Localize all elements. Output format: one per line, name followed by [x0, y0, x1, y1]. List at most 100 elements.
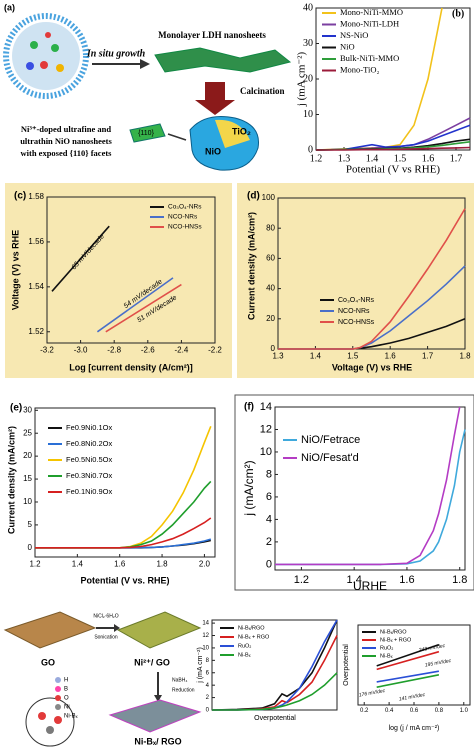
x-tick-label: 1.7 — [422, 351, 434, 360]
x-tick-label: -2.6 — [141, 345, 155, 354]
x-tick-label: 0.8 — [435, 708, 444, 714]
region-label: NiO — [205, 146, 221, 156]
facet-sheet — [129, 123, 166, 143]
y-tick-label: 5 — [28, 520, 33, 529]
panel-label: (d) — [247, 191, 260, 202]
y-axis-label: Current density (mA/cm²) — [246, 212, 256, 320]
arrow-head — [114, 624, 120, 632]
annotation: 195 mV/dec — [424, 658, 452, 669]
down-arrow — [195, 82, 235, 115]
y-axis-label: j (mA cm⁻²) — [296, 52, 308, 108]
y-tick-label: 30 — [23, 405, 32, 414]
x-tick-label: 1.4 — [310, 351, 322, 360]
y-tick-label: 0 — [308, 144, 313, 155]
y-tick-label: 10 — [202, 646, 209, 652]
x-axis-label: Overpotential — [254, 715, 296, 722]
facet-label: {110} — [138, 130, 154, 137]
y-tick-label: 10 — [23, 497, 32, 506]
series-line — [96, 277, 174, 333]
diagram-g: GO Ni²⁺/ GO NiCl₂·6H₂O Sonication NaBH₄ … — [3, 611, 202, 747]
y-tick-label: 100 — [262, 193, 276, 202]
legend-label: Mono-TiO₂ — [340, 64, 380, 74]
y-tick-label: 4 — [266, 513, 272, 525]
legend-label: Fe0.3Ni0.7Ox — [66, 471, 113, 480]
y-tick-label: 6 — [206, 670, 210, 676]
legend-label: Mono-NiTi-MMO — [340, 7, 403, 17]
legend-label: NiO/Fetrace — [301, 434, 360, 446]
legend-label: RuO₂ — [238, 643, 251, 649]
y-tick-label: 20 — [303, 73, 313, 84]
panel-label: (c) — [14, 191, 26, 202]
x-tick-label: -2.8 — [107, 345, 121, 354]
x-axis-label: log (j / mA cm⁻²) — [389, 725, 440, 732]
x-tick-label: 1.6 — [385, 351, 397, 360]
reagent: NaBH₄ — [172, 677, 187, 683]
legend-label: Co₃O₄-NRs — [338, 297, 375, 304]
y-tick-label: 0 — [28, 543, 33, 552]
y-tick-label: 8 — [206, 658, 210, 664]
tio2-region — [215, 119, 250, 148]
x-axis-label: URHE — [353, 579, 387, 593]
y-tick-label: 0 — [206, 708, 210, 714]
series-line — [376, 650, 440, 671]
series-line — [315, 124, 471, 151]
y-tick-label: 14 — [202, 621, 209, 627]
x-axis-label: Log [current density (A/cm²)] — [69, 362, 193, 372]
series-line — [376, 670, 440, 683]
legend-label: Bulk-NiTi-MMO — [340, 53, 399, 63]
legend-label: Ni-Bₓ — [238, 652, 251, 658]
y-tick-label: 1.56 — [28, 237, 44, 246]
plot-frame — [211, 619, 338, 711]
arrow-head — [140, 59, 150, 69]
x-tick-label: 1.6 — [422, 153, 435, 164]
sphere — [3, 13, 89, 99]
product-line: with exposed {110} facets — [21, 148, 113, 158]
reagent: NiCl₂·6H₂O — [93, 613, 118, 619]
x-tick-label: 2.0 — [199, 559, 211, 568]
y-tick-label: 6 — [266, 491, 272, 503]
x-tick-label: 1.4 — [72, 559, 84, 568]
legend-label: Fe0.5Ni0.5Ox — [66, 455, 113, 464]
legend-label: Ni-Bₓ/RGO — [238, 625, 265, 631]
y-axis-label: Overpotential — [343, 644, 350, 686]
x-axis-label: Potential (V vs. RHE) — [80, 575, 169, 585]
y-tick-label: 8 — [266, 468, 272, 480]
legend-label: NiO — [340, 41, 355, 51]
series-line — [278, 208, 466, 350]
legend-label: NCO-HNSs — [168, 224, 202, 231]
series-line — [316, 146, 471, 151]
legend-label: Ni-Bₓ + RGO — [380, 637, 412, 643]
series-line — [35, 517, 212, 549]
series-line — [376, 674, 440, 688]
annotation: 141 mV/dec — [398, 692, 426, 703]
condition: Reduction — [172, 687, 195, 693]
plot-frame — [46, 196, 216, 344]
y-tick-label: 0 — [266, 558, 272, 570]
y-tick-label: 80 — [266, 223, 275, 232]
legend-label: NS-NiO — [340, 30, 368, 40]
series-line — [376, 643, 440, 667]
y-tick-label: 2 — [206, 695, 210, 701]
x-tick-label: 1.0 — [460, 708, 469, 714]
y-tick-label: 4 — [206, 683, 210, 689]
legend-label: Mono-NiTi-LDH — [340, 18, 399, 28]
y-tick-label: 30 — [303, 38, 313, 49]
x-axis-label: Potential (V vs RHE) — [346, 164, 441, 176]
x-tick-label: 0.4 — [385, 708, 394, 714]
y-tick-label: 1.54 — [28, 282, 44, 291]
y-tick-label: 0 — [271, 344, 276, 353]
series-line — [51, 225, 110, 292]
x-tick-label: 1.5 — [347, 351, 359, 360]
legend-label: RuO₂ — [380, 645, 393, 651]
y-tick-label: 1.52 — [28, 327, 44, 336]
ni-go-sheet — [116, 611, 202, 649]
atom-label: Ni — [64, 705, 70, 711]
y-tick-label: 12 — [260, 423, 272, 435]
y-tick-label: 12 — [202, 633, 209, 639]
plot-frame — [34, 407, 216, 558]
x-tick-label: 1.2 — [294, 574, 309, 586]
x-tick-label: 1.5 — [394, 153, 407, 164]
y-tick-label: 40 — [303, 2, 313, 13]
x-tick-label: 1.6 — [114, 559, 126, 568]
